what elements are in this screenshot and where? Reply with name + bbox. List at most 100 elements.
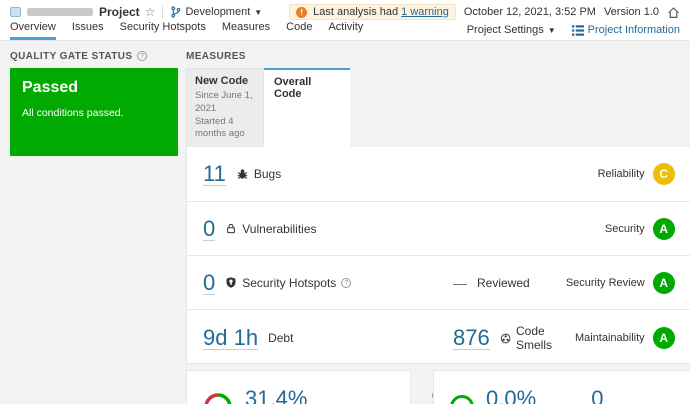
measures-section: MEASURES New Code Since June 1, 2021 Sta… bbox=[186, 49, 690, 404]
reliability-rating-badge[interactable]: C bbox=[652, 163, 675, 186]
help-icon[interactable]: ? bbox=[341, 277, 352, 288]
bugs-count-link[interactable]: 11 bbox=[203, 161, 226, 187]
tab-measures[interactable]: Measures bbox=[221, 21, 271, 33]
project-icon bbox=[10, 7, 21, 17]
bugs-row: 11 Bugs Reliability C bbox=[187, 147, 690, 201]
duplicated-blocks-count-link[interactable]: 0 bbox=[591, 387, 603, 404]
security-rating: Security A bbox=[604, 217, 675, 240]
debt-metric: 9d 1h Debt bbox=[203, 325, 453, 351]
security-review-rating-badge[interactable]: A bbox=[652, 271, 675, 294]
coverage-donut-icon bbox=[204, 393, 232, 404]
chevron-down-icon: ▼ bbox=[254, 7, 263, 17]
quality-gate-title: QUALITY GATE STATUS bbox=[10, 50, 133, 62]
bugs-label-group: Bugs bbox=[236, 167, 281, 181]
analysis-meta: ! Last analysis had 1 warning October 12… bbox=[289, 4, 680, 20]
help-icon[interactable]: ? bbox=[137, 51, 148, 61]
analysis-warning-badge: ! Last analysis had 1 warning bbox=[289, 4, 456, 20]
hotspots-metric: 0 Security Hotspots ? bbox=[203, 271, 453, 295]
measures-title: MEASURES bbox=[186, 50, 246, 62]
tab-security-hotspots[interactable]: Security Hotspots bbox=[119, 21, 206, 33]
quality-gate-section: QUALITY GATE STATUS ? Passed All conditi… bbox=[10, 49, 178, 404]
home-icon[interactable] bbox=[667, 6, 680, 19]
duplications-metric: 0.0% Duplications bbox=[486, 387, 543, 404]
lock-icon bbox=[227, 224, 236, 234]
code-smells-metric: 876 Code Smells bbox=[453, 324, 575, 352]
code-smells-count-link[interactable]: 876 bbox=[453, 325, 490, 351]
hotspots-label-group: Security Hotspots ? bbox=[225, 275, 352, 290]
code-smells-label: Code Smells bbox=[515, 324, 552, 353]
project-information-button[interactable]: Project Information bbox=[571, 24, 680, 36]
tab-activity[interactable]: Activity bbox=[328, 21, 364, 33]
branch-icon bbox=[171, 6, 181, 18]
new-code-label: New Code bbox=[195, 75, 249, 87]
measures-tabs: New Code Since June 1, 2021 Started 4 mo… bbox=[186, 68, 690, 148]
security-label: Security bbox=[604, 222, 645, 235]
security-hotspots-row: 0 Security Hotspots ? — Reviewed Securit… bbox=[187, 255, 690, 309]
tab-new-code[interactable]: New Code Since June 1, 2021 Started 4 mo… bbox=[186, 68, 264, 148]
coverage-card: 31.4% Coverage on 22k Lines to cover 916… bbox=[186, 370, 468, 404]
divider bbox=[162, 6, 164, 18]
reliability-rating: Reliability C bbox=[597, 163, 675, 186]
tab-issues[interactable]: Issues bbox=[71, 21, 104, 33]
vulnerabilities-row: 0 Vulnerabilities Security A bbox=[187, 201, 690, 255]
code-smell-icon bbox=[500, 333, 511, 344]
branch-name: Development bbox=[185, 6, 251, 18]
hotspots-label: Security Hotspots bbox=[242, 275, 337, 290]
reviewed-label: Reviewed bbox=[477, 275, 530, 290]
reliability-label: Reliability bbox=[597, 168, 645, 181]
nav-tabs: Overview Issues Security Hotspots Measur… bbox=[10, 19, 379, 40]
security-review-label: Security Review bbox=[565, 276, 645, 289]
measures-panel: 11 Bugs Reliability C 0 bbox=[186, 147, 690, 365]
debt-row: 9d 1h Debt 876 Code Smells Maintainabili… bbox=[187, 309, 690, 363]
vulnerabilities-label: Vulnerabilities bbox=[242, 221, 317, 236]
new-code-started: Started 4 months ago bbox=[195, 115, 245, 140]
vulnerabilities-count-link[interactable]: 0 bbox=[203, 215, 216, 241]
bugs-metric: 11 Bugs bbox=[203, 161, 453, 187]
bug-icon bbox=[237, 169, 248, 179]
security-review-rating: Security Review A bbox=[565, 271, 675, 294]
list-icon bbox=[571, 24, 584, 36]
branch-selector[interactable]: Development ▼ bbox=[170, 6, 262, 18]
warning-icon: ! bbox=[296, 6, 308, 18]
vulnerabilities-label-group: Vulnerabilities bbox=[225, 221, 317, 236]
project-title-bar: Project ☆ Development ▼ ! Last analysis … bbox=[10, 4, 680, 20]
page-header: Project ☆ Development ▼ ! Last analysis … bbox=[0, 0, 690, 41]
tab-code[interactable]: Code bbox=[286, 21, 313, 33]
overview-content: QUALITY GATE STATUS ? Passed All conditi… bbox=[0, 41, 690, 404]
shield-icon bbox=[226, 277, 236, 288]
duplications-card: 0.0% Duplications 0 Duplicated Blocks bbox=[433, 370, 690, 404]
quality-gate-subtitle: All conditions passed. bbox=[22, 107, 124, 119]
version-label: Version 1.0 bbox=[603, 6, 659, 18]
coverage-value-link[interactable]: 31.4% bbox=[245, 387, 307, 404]
project-title: Project bbox=[99, 5, 140, 19]
duplications-value-link[interactable]: 0.0% bbox=[486, 387, 536, 404]
maintainability-rating-badge[interactable]: A bbox=[652, 327, 675, 350]
quality-gate-title-row: QUALITY GATE STATUS ? bbox=[10, 49, 178, 63]
coverage-duplications-cards: 31.4% Coverage on 22k Lines to cover 916… bbox=[186, 370, 690, 404]
duplicated-blocks-metric: 0 Duplicated Blocks bbox=[591, 387, 674, 404]
warning-text: Last analysis had bbox=[313, 6, 399, 18]
analysis-date: October 12, 2021, 3:52 PM bbox=[463, 6, 596, 18]
maintainability-label: Maintainability bbox=[574, 332, 645, 345]
new-code-since: Since June 1, 2021 bbox=[195, 90, 253, 114]
project-settings-dropdown[interactable]: Project Settings ▼ bbox=[467, 24, 556, 36]
project-actions: Project Settings ▼ Project Information bbox=[467, 24, 680, 40]
vulnerabilities-metric: 0 Vulnerabilities bbox=[203, 217, 453, 241]
debt-label: Debt bbox=[268, 331, 294, 346]
hotspots-count-link[interactable]: 0 bbox=[203, 269, 216, 295]
project-name-redacted bbox=[27, 8, 93, 16]
overall-code-label: Overall Code bbox=[274, 76, 312, 100]
duplications-ring-icon bbox=[450, 395, 474, 404]
debt-value-link[interactable]: 9d 1h bbox=[203, 325, 259, 351]
maintainability-rating: Maintainability A bbox=[574, 327, 675, 350]
bugs-label: Bugs bbox=[253, 167, 282, 182]
coverage-metric: 31.4% Coverage on 22k Lines to cover bbox=[245, 387, 393, 404]
reviewed-value: — bbox=[453, 274, 467, 291]
warning-link[interactable]: 1 warning bbox=[401, 6, 449, 18]
quality-gate-status-card: Passed All conditions passed. bbox=[10, 68, 178, 156]
tab-overview[interactable]: Overview bbox=[10, 19, 56, 40]
code-smells-label-group: Code Smells bbox=[500, 324, 575, 352]
favorite-star-icon[interactable]: ☆ bbox=[144, 5, 156, 19]
security-rating-badge[interactable]: A bbox=[652, 217, 675, 240]
tab-overall-code[interactable]: Overall Code bbox=[264, 68, 350, 148]
